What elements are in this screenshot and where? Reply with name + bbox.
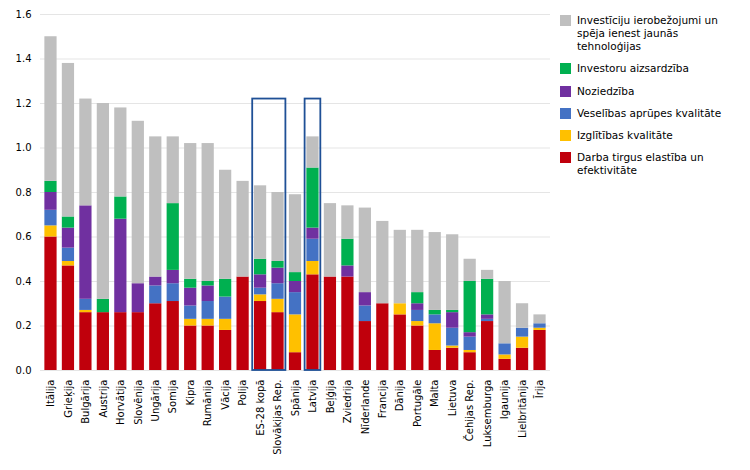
svg-text:Slovēnija: Slovēnija — [133, 380, 144, 425]
html-text:Veselības aprūpes kvalitāte: Veselības aprūpes kvalitāte — [577, 106, 722, 119]
svg-text:Igaunija: Igaunija — [499, 380, 510, 420]
svg-text:Īrija: Īrija — [533, 380, 545, 399]
svg-text:Kipra: Kipra — [185, 380, 196, 406]
html-text:Darba tirgus elastība un efekt: Darba tirgus elastība un efektivitāte — [577, 150, 704, 176]
svg-text:Itālija: Itālija — [45, 380, 56, 407]
svg-text:0.6: 0.6 — [16, 231, 32, 242]
svg-text:1.0: 1.0 — [16, 142, 32, 153]
svg-text:1.4: 1.4 — [16, 53, 32, 64]
html-text:Investīciju ierobežojumi un sp: Investīciju ierobežojumi un spēja ienest… — [577, 14, 718, 53]
svg-text:Beļģija: Beļģija — [325, 380, 337, 414]
svg-text:Polija: Polija — [237, 380, 248, 406]
svg-text:0.8: 0.8 — [16, 187, 32, 198]
svg-text:Portugāle: Portugāle — [412, 380, 423, 428]
svg-text:Bulgārija: Bulgārija — [80, 380, 91, 424]
svg-text:Lielbritānija: Lielbritānija — [517, 380, 528, 439]
svg-text:Vācija: Vācija — [220, 380, 231, 410]
svg-text:Francija: Francija — [377, 380, 388, 419]
svg-text:Spānija: Spānija — [290, 380, 301, 417]
html-text:Noziedzība: Noziedzība — [577, 84, 635, 97]
svg-text:0.4: 0.4 — [16, 276, 32, 287]
svg-text:Latvija: Latvija — [307, 380, 318, 413]
svg-text:0.0: 0.0 — [16, 365, 32, 376]
svg-text:ES-28 kopā: ES-28 kopā — [255, 380, 266, 436]
html-text:Investoru aizsardzība: Investoru aizsardzība — [577, 62, 689, 75]
svg-text:Čehijas Rep.: Čehijas Rep. — [463, 380, 475, 442]
svg-text:Lietuva: Lietuva — [447, 380, 458, 417]
svg-text:Rumānija: Rumānija — [202, 380, 213, 427]
svg-text:Nīderlande: Nīderlande — [360, 380, 371, 435]
svg-text:Horvātija: Horvātija — [115, 380, 126, 425]
svg-text:Austrija: Austrija — [98, 380, 109, 418]
svg-text:Ungārija: Ungārija — [150, 380, 161, 422]
svg-text:0.2: 0.2 — [16, 320, 32, 331]
svg-text:Zviedrija: Zviedrija — [342, 380, 353, 424]
svg-text:Dānija: Dānija — [394, 380, 405, 412]
svg-text:Slovākijas Rep.: Slovākijas Rep. — [272, 380, 283, 455]
svg-text:Luksemburga: Luksemburga — [482, 380, 493, 448]
svg-text:Grieķija: Grieķija — [63, 380, 75, 418]
svg-text:Malta: Malta — [429, 380, 440, 408]
html-text:Izglītības kvalitāte: Izglītības kvalitāte — [577, 128, 673, 141]
svg-text:1.6: 1.6 — [16, 9, 32, 20]
svg-text:Somija: Somija — [167, 380, 178, 414]
svg-text:1.2: 1.2 — [16, 98, 32, 109]
